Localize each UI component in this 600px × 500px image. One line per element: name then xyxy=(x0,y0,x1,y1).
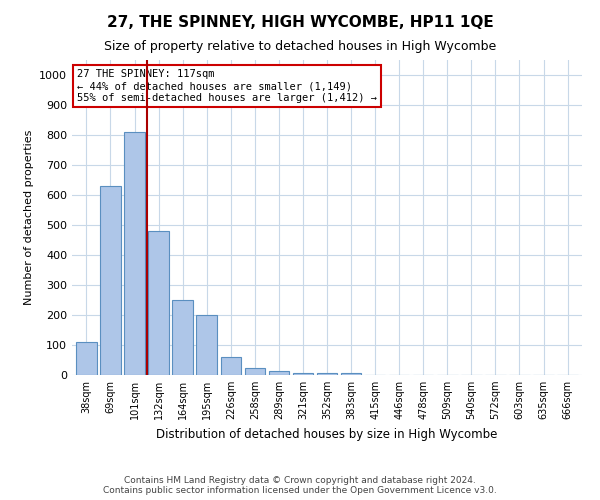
Bar xyxy=(293,372,313,375)
Bar xyxy=(245,368,265,375)
Bar xyxy=(148,231,169,375)
Bar xyxy=(196,315,217,375)
X-axis label: Distribution of detached houses by size in High Wycombe: Distribution of detached houses by size … xyxy=(157,428,497,440)
Bar xyxy=(76,342,97,375)
Text: 27, THE SPINNEY, HIGH WYCOMBE, HP11 1QE: 27, THE SPINNEY, HIGH WYCOMBE, HP11 1QE xyxy=(107,15,493,30)
Bar xyxy=(269,370,289,375)
Bar xyxy=(317,372,337,375)
Bar xyxy=(172,300,193,375)
Y-axis label: Number of detached properties: Number of detached properties xyxy=(23,130,34,305)
Text: 27 THE SPINNEY: 117sqm
← 44% of detached houses are smaller (1,149)
55% of semi-: 27 THE SPINNEY: 117sqm ← 44% of detached… xyxy=(77,70,377,102)
Text: Size of property relative to detached houses in High Wycombe: Size of property relative to detached ho… xyxy=(104,40,496,53)
Bar xyxy=(100,186,121,375)
Text: Contains HM Land Registry data © Crown copyright and database right 2024.
Contai: Contains HM Land Registry data © Crown c… xyxy=(103,476,497,495)
Bar xyxy=(341,372,361,375)
Bar xyxy=(124,132,145,375)
Bar xyxy=(221,357,241,375)
